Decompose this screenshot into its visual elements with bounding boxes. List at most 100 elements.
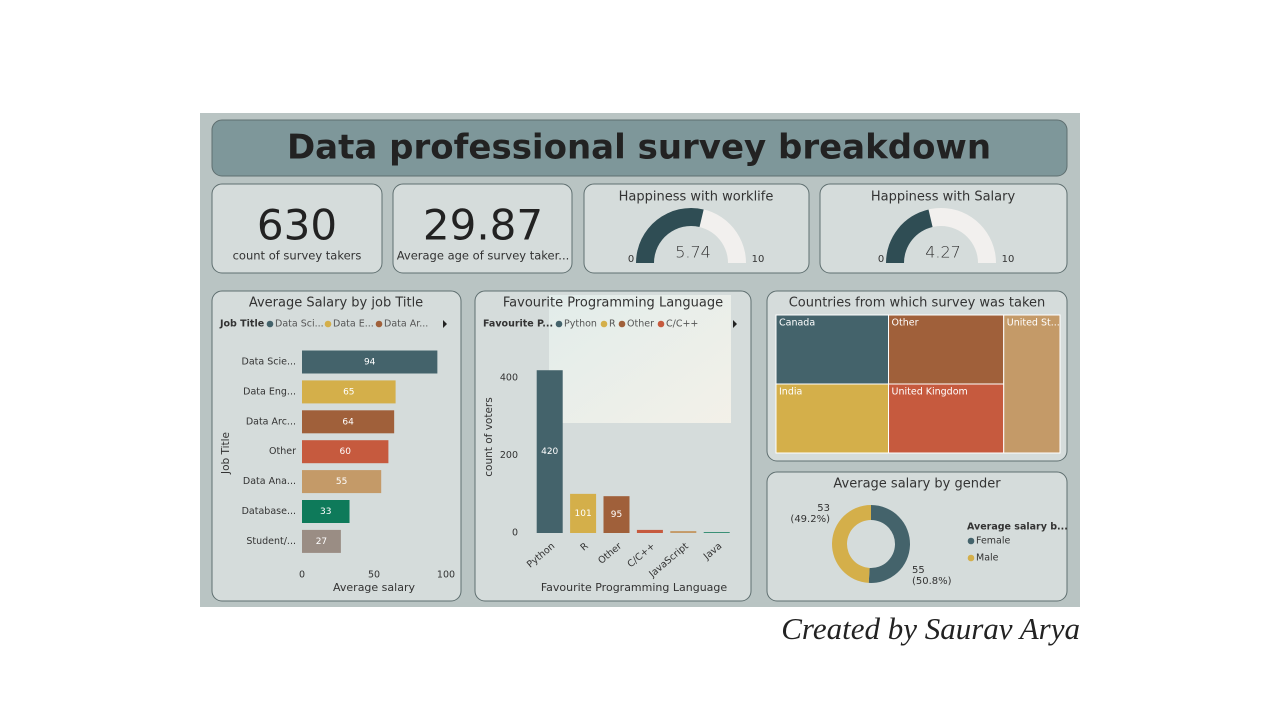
bar	[570, 493, 597, 533]
legend-marker	[967, 537, 975, 545]
footer-credit: Created by Saurav Arya	[781, 611, 1080, 646]
data-label: 55	[336, 477, 347, 487]
chart-title: Happiness with Salary	[871, 190, 1016, 205]
gauge-min: 0	[878, 254, 884, 265]
treemap-label: India	[779, 387, 802, 398]
bar	[302, 350, 438, 374]
data-label: 27	[316, 537, 327, 547]
legend-label: Data E...	[333, 319, 374, 330]
treemap-cell	[1003, 314, 1061, 454]
legend-title: Average salary b...	[967, 522, 1068, 533]
legend-marker	[618, 320, 626, 328]
gauge-max: 10	[1002, 254, 1015, 265]
gauge-label: 4.27	[925, 243, 961, 262]
data-label: 33	[320, 507, 331, 517]
legend-marker	[266, 320, 274, 328]
gauge-value	[886, 209, 933, 263]
bar	[302, 410, 395, 434]
x-tick-label: 50	[368, 570, 380, 581]
card	[211, 183, 383, 274]
legend-label: Python	[564, 319, 597, 330]
data-label: 94	[364, 358, 376, 368]
x-axis-label: Average salary	[333, 581, 415, 594]
card-label: count of survey takers	[233, 249, 362, 263]
treemap-label: Other	[892, 318, 919, 329]
gauge-label: 5.74	[675, 243, 711, 262]
gauge-max: 10	[752, 254, 765, 265]
legend-marker	[375, 320, 383, 328]
bar	[302, 529, 341, 553]
treemap-label: United St...	[1007, 318, 1060, 329]
legend-label: R	[609, 319, 616, 330]
y-tick-label: 200	[500, 450, 518, 461]
dashboard-title: Data professional survey breakdown	[287, 128, 991, 168]
legend-arrow	[443, 320, 447, 328]
legend-label: Data Sci...	[275, 319, 324, 330]
legend-marker	[600, 320, 608, 328]
data-label: 95	[611, 510, 622, 520]
treemap-cell	[888, 314, 1005, 385]
legend-title: Job Title	[219, 319, 264, 330]
bar	[536, 370, 563, 533]
y-tick-label: Data Eng...	[243, 386, 296, 397]
y-tick-label: Other	[269, 446, 296, 457]
bar	[703, 532, 730, 533]
bar	[670, 531, 697, 533]
y-tick-label: Student/...	[246, 536, 296, 547]
treemap-cell	[775, 383, 890, 454]
chart-title: Average Salary by job Title	[249, 296, 423, 311]
data-label: 420	[541, 447, 558, 457]
donut-slice	[831, 505, 871, 583]
y-axis-label: Job Title	[220, 432, 232, 475]
bar	[302, 440, 389, 464]
legend-marker	[657, 320, 665, 328]
percent-label: (49.2%)	[790, 514, 830, 525]
y-tick-label: 400	[500, 372, 518, 383]
x-tick-label: 100	[437, 570, 455, 581]
y-tick-label: Data Arc...	[246, 416, 296, 427]
bar	[603, 496, 630, 533]
bar	[302, 500, 350, 523]
gauge-value	[636, 207, 704, 263]
donut-slice	[868, 505, 910, 583]
y-tick-label: 0	[512, 528, 518, 539]
legend-marker	[324, 320, 332, 328]
y-tick-label: Data Scie...	[242, 357, 297, 368]
legend-marker	[555, 320, 563, 328]
gauge-min: 0	[628, 254, 634, 265]
data-label: 101	[575, 509, 592, 519]
card-value: 29.87	[423, 201, 543, 250]
data-label: 53	[817, 503, 830, 514]
data-label: 64	[342, 417, 354, 427]
legend-arrow	[733, 320, 737, 328]
chart-title: Average salary by gender	[833, 477, 1001, 492]
card-label: Average age of survey taker...	[397, 249, 570, 263]
y-tick-label: Database...	[242, 506, 296, 517]
data-label: 65	[343, 387, 354, 397]
bar	[302, 380, 396, 404]
y-axis-label: count of voters	[483, 397, 495, 476]
chart-title: Happiness with worklife	[619, 190, 774, 205]
header-bar	[211, 119, 1068, 177]
treemap-label: Canada	[779, 318, 815, 329]
x-axis-label: Favourite Programming Language	[541, 581, 728, 594]
treemap-label: United Kingdom	[892, 387, 968, 398]
data-label: 60	[339, 447, 351, 457]
y-tick-label: Data Ana...	[243, 476, 296, 487]
x-tick-label: 0	[299, 570, 305, 581]
legend-label: C/C++	[666, 319, 698, 330]
card-value: 630	[257, 201, 337, 250]
legend-title: Favourite P...	[483, 319, 553, 330]
legend-label: Male	[976, 553, 999, 564]
legend-label: Data Ar...	[384, 319, 428, 330]
chart-title: Favourite Programming Language	[503, 296, 723, 311]
gauge-panel	[819, 183, 1068, 274]
data-label: 55	[912, 565, 925, 576]
percent-label: (50.8%)	[912, 576, 952, 587]
chart-title: Countries from which survey was taken	[789, 296, 1046, 311]
overlay-glare	[549, 295, 731, 423]
legend-label: Other	[627, 319, 654, 330]
legend-marker	[967, 554, 975, 562]
bar	[302, 470, 382, 494]
